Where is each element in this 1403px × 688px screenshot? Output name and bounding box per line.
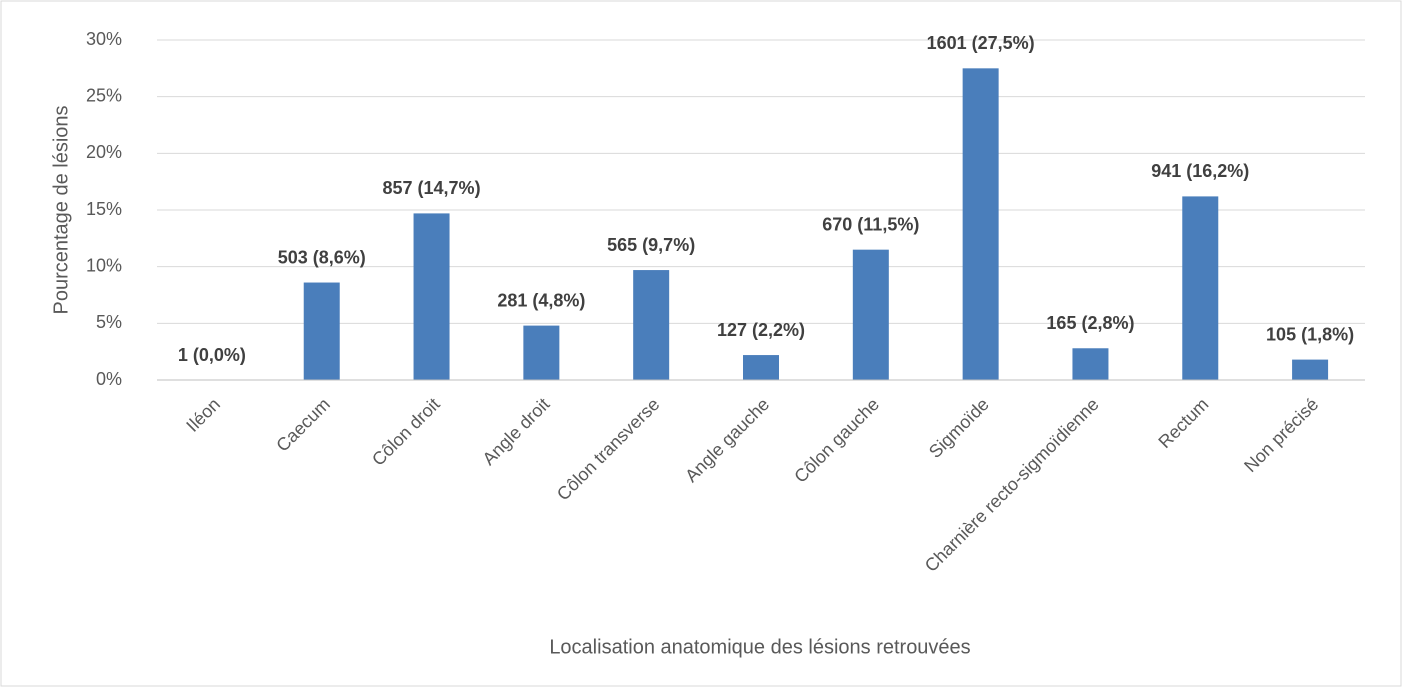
value-label: 165 (2,8%) (1046, 313, 1134, 333)
bar (1182, 196, 1219, 380)
bar (633, 270, 670, 380)
bar (413, 213, 450, 380)
y-tick-label: 5% (96, 312, 122, 332)
bar (962, 68, 999, 380)
y-tick-label: 15% (86, 199, 122, 219)
value-label: 1 (0,0%) (178, 345, 246, 365)
y-tick-label: 20% (86, 142, 122, 162)
bar (1072, 348, 1109, 380)
y-tick-label: 25% (86, 85, 122, 105)
y-tick-label: 10% (86, 255, 122, 275)
value-label: 565 (9,7%) (607, 235, 695, 255)
value-label: 1601 (27,5%) (927, 33, 1035, 53)
value-label: 857 (14,7%) (383, 178, 481, 198)
bar (743, 355, 779, 380)
y-axis-title: Pourcentage de lésions (50, 105, 72, 314)
value-label: 503 (8,6%) (278, 247, 366, 267)
y-tick-label: 30% (86, 29, 122, 49)
bar (1292, 359, 1329, 380)
value-label: 105 (1,8%) (1266, 324, 1354, 344)
bar (303, 282, 340, 380)
x-axis-title: Localisation anatomique des lésions retr… (549, 636, 970, 658)
y-tick-label: 0% (96, 369, 122, 389)
value-label: 941 (16,2%) (1151, 161, 1249, 181)
value-label: 670 (11,5%) (822, 214, 919, 234)
bar (523, 325, 560, 380)
bar (852, 249, 889, 380)
value-label: 281 (4,8%) (497, 290, 585, 310)
value-label: 127 (2,2%) (717, 320, 805, 340)
